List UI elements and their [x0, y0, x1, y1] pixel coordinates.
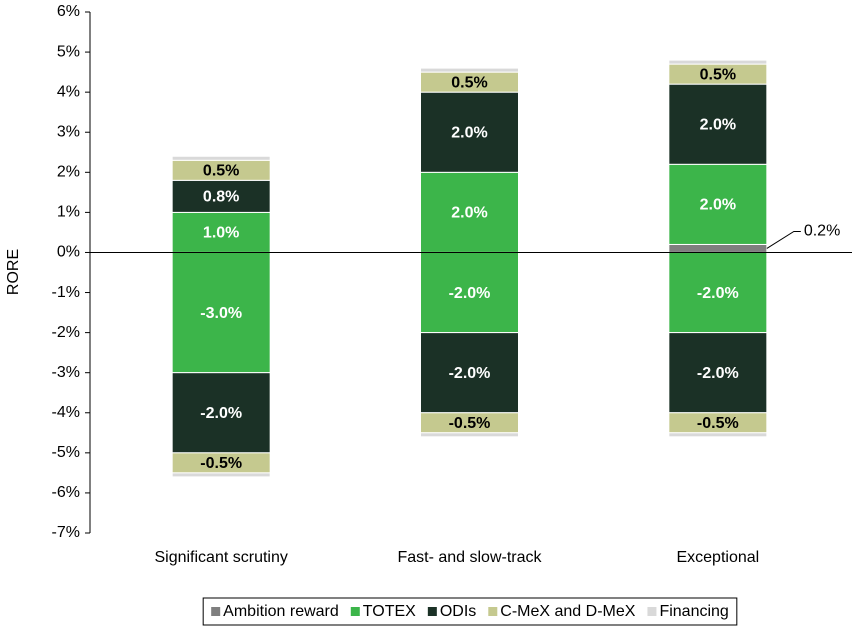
legend-label: C-MeX and D-MeX	[500, 603, 635, 620]
y-axis-label: RORE	[5, 249, 22, 295]
legend-swatch	[488, 607, 498, 616]
bar-segment	[420, 171, 519, 253]
bar-segment	[171, 155, 271, 161]
bar-segment	[420, 91, 519, 173]
y-tick-label: 4%	[57, 83, 80, 100]
bar-segment	[668, 59, 768, 65]
value-label: -0.5%	[200, 455, 242, 472]
bar-segment	[420, 251, 519, 334]
value-label: 2.0%	[451, 205, 487, 222]
bar-segment	[668, 332, 768, 414]
legend-label: Ambition reward	[223, 603, 339, 620]
y-tick-label: -7%	[52, 524, 80, 541]
value-label: 0.5%	[700, 66, 736, 83]
y-tick-label: -6%	[52, 484, 80, 501]
bar-segment	[668, 432, 768, 438]
value-label: -0.5%	[449, 415, 491, 432]
bar-segment	[171, 372, 271, 454]
bar-segment	[668, 251, 768, 334]
y-tick-label: -5%	[52, 444, 80, 461]
bar-segment	[668, 83, 768, 165]
legend-label: Financing	[659, 603, 728, 620]
value-label: 0.5%	[203, 163, 239, 180]
bar-segment	[420, 332, 519, 414]
value-label: 1.0%	[203, 225, 239, 242]
callout-line	[766, 230, 801, 249]
value-label: -2.0%	[200, 405, 242, 422]
y-tick-label: 3%	[57, 123, 80, 140]
legend-swatch	[427, 607, 437, 616]
legend-swatch	[647, 607, 657, 616]
y-tick-label: 0%	[57, 244, 80, 261]
value-label: 2.0%	[451, 124, 487, 141]
bar-segment	[171, 179, 271, 213]
legend-swatch	[350, 607, 360, 616]
bar-segment	[171, 472, 271, 478]
bar-segment	[171, 211, 271, 253]
value-label: -2.0%	[449, 285, 491, 302]
bar-segment	[668, 163, 768, 245]
legend: Ambition reward TOTEX ODIs C-MeX and D-MeX F…	[202, 597, 738, 626]
value-label: 2.0%	[700, 197, 736, 214]
value-label: 0.2%	[804, 223, 840, 240]
y-tick-label: 6%	[57, 3, 80, 20]
y-tick-label: 2%	[57, 164, 80, 181]
x-tick-label: Exceptional	[676, 549, 759, 566]
y-tick-label: -3%	[52, 364, 80, 381]
value-label: 0.5%	[451, 74, 487, 91]
legend-label: TOTEX	[363, 603, 416, 620]
legend-swatch	[211, 607, 221, 616]
value-label: -2.0%	[449, 365, 491, 382]
y-tick-label: 1%	[57, 204, 80, 221]
bar-segment	[420, 67, 519, 73]
value-label: -2.0%	[697, 285, 739, 302]
y-tick-label: -1%	[52, 284, 80, 301]
y-tick-label: -4%	[52, 404, 80, 421]
value-label: -0.5%	[697, 415, 739, 432]
value-label: 0.8%	[203, 189, 239, 206]
y-tick-label: -2%	[52, 324, 80, 341]
x-tick-label: Significant scrutiny	[154, 549, 287, 566]
x-tick-label: Fast- and slow-track	[397, 549, 542, 566]
value-label: -2.0%	[697, 365, 739, 382]
value-label: -3.0%	[200, 305, 242, 322]
y-tick-label: 5%	[57, 43, 80, 60]
bar-segment	[420, 432, 519, 438]
legend-label: ODIs	[440, 603, 476, 620]
bar-segment	[668, 243, 768, 253]
value-label: 2.0%	[700, 116, 736, 133]
